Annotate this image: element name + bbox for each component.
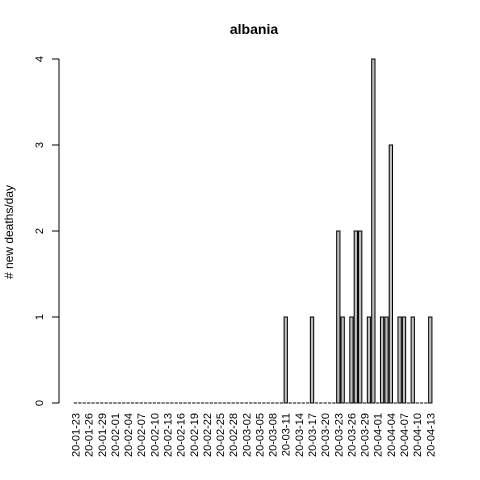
- x-tick-label: 20-04-01: [373, 413, 385, 457]
- y-axis-label: # new deaths/day: [2, 185, 16, 279]
- x-tick-label: 20-03-05: [254, 413, 266, 457]
- x-tick-label: 20-03-08: [268, 413, 280, 457]
- x-tick-label: 20-03-02: [241, 413, 253, 457]
- bar: [384, 316, 389, 404]
- x-tick-label: 20-03-26: [346, 413, 358, 457]
- bar: [401, 316, 407, 404]
- bar: [336, 230, 341, 404]
- x-tick-label: 20-03-11: [281, 413, 293, 456]
- x-tick-label: 20-03-23: [333, 413, 345, 457]
- x-tick-label: 20-03-20: [320, 413, 332, 457]
- x-tick-label: 20-01-29: [97, 413, 109, 457]
- y-tick-label: 4: [34, 56, 46, 62]
- bar: [410, 316, 415, 404]
- x-tick-label: 20-01-26: [84, 413, 96, 457]
- bars: [73, 58, 433, 404]
- x-tick-label: 20-02-07: [136, 413, 148, 457]
- x-tick-label: 20-04-07: [399, 413, 411, 457]
- y-tick-label: 3: [34, 142, 46, 148]
- chart-title: albania: [230, 21, 278, 37]
- x-tick-label: 20-02-04: [123, 413, 135, 457]
- x-tick-label: 20-04-13: [425, 413, 437, 457]
- y-tick-label: 0: [34, 400, 46, 406]
- bar: [353, 230, 358, 404]
- x-tick-label: 20-02-22: [202, 413, 214, 457]
- x-tick-label: 20-03-17: [307, 413, 319, 457]
- x-tick-label: 20-02-13: [162, 413, 174, 457]
- x-tick-label: 20-02-25: [215, 413, 227, 457]
- x-axis-ticks: 20-01-23 20-01-26 20-01-29 20-02-01 20-02-04…: [71, 413, 438, 457]
- bar: [428, 316, 433, 404]
- bar: [388, 144, 394, 404]
- bar: [283, 316, 288, 404]
- y-tick-label: 2: [34, 228, 46, 234]
- bar: [358, 230, 363, 404]
- x-tick-label: 20-02-10: [149, 413, 161, 457]
- x-tick-label: 20-02-28: [228, 413, 240, 457]
- x-tick-label: 20-01-23: [71, 413, 83, 457]
- y-axis: 0 1 2 3 4: [34, 56, 60, 406]
- x-tick-label: 20-02-01: [110, 413, 122, 457]
- x-tick-label: 20-02-16: [176, 413, 188, 457]
- bar: [309, 316, 315, 404]
- x-tick-label: 20-02-19: [189, 413, 201, 457]
- bar: [340, 316, 345, 404]
- bar: [379, 316, 385, 404]
- x-tick-label: 20-04-10: [412, 413, 424, 457]
- x-tick-label: 20-03-29: [360, 413, 372, 457]
- x-tick-label: 20-03-14: [294, 413, 306, 457]
- bar: [397, 316, 402, 404]
- y-tick-label: 1: [34, 314, 46, 320]
- bar: [349, 316, 354, 404]
- bar: [366, 316, 372, 404]
- bar: [371, 58, 376, 404]
- x-tick-label: 20-04-04: [386, 413, 398, 457]
